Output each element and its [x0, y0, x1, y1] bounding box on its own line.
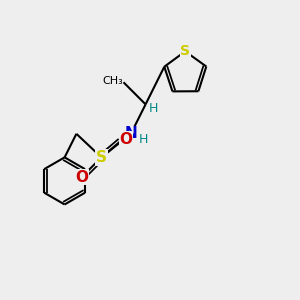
Text: O: O	[119, 132, 132, 147]
Text: N: N	[124, 126, 137, 141]
Text: O: O	[75, 169, 88, 184]
Text: H: H	[139, 133, 148, 146]
Text: H: H	[149, 102, 158, 115]
Text: CH₃: CH₃	[102, 76, 123, 86]
Text: S: S	[180, 44, 190, 58]
Text: S: S	[96, 150, 107, 165]
